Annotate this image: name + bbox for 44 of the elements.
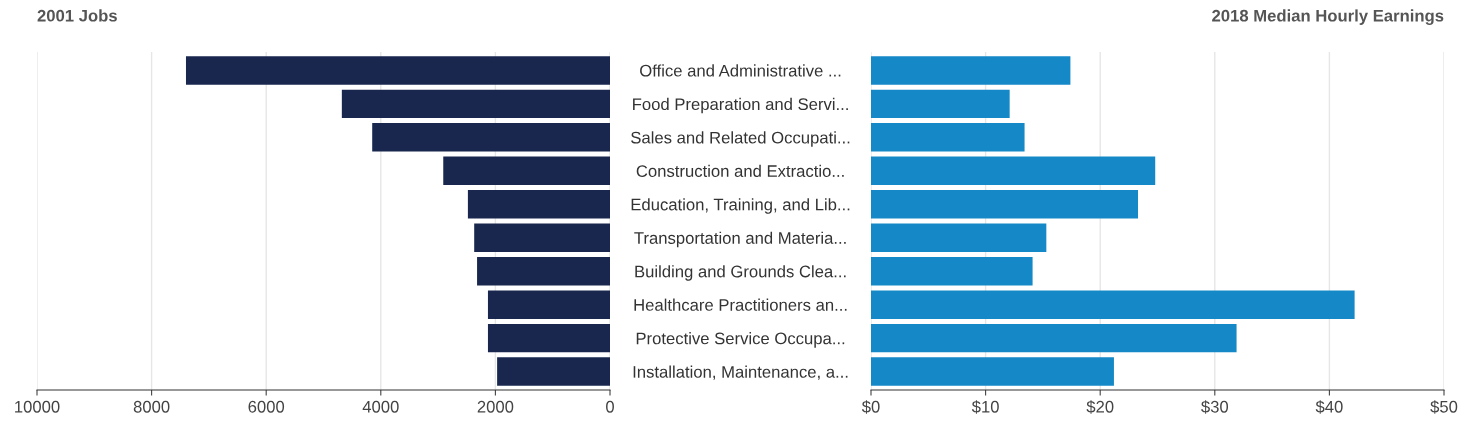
bar (871, 290, 1355, 319)
bar (871, 56, 1071, 85)
chart-title: 2001 Jobs (37, 9, 117, 22)
x-tick-label: 6000 (248, 400, 285, 413)
y-tick-label: Transportation and Materia... (634, 231, 846, 248)
bar (497, 357, 610, 386)
y-tick-label: Protective Service Occupa... (636, 332, 845, 348)
x-tick-label: $30 (1201, 400, 1229, 414)
bar (871, 89, 1010, 119)
bar (871, 256, 1033, 286)
y-tick-label: Building and Grounds Clea... (635, 265, 846, 281)
x-tick-label: 8000 (133, 400, 170, 413)
bar (467, 190, 610, 219)
y-tick-label: Healthcare Practitioners an... (634, 298, 847, 311)
chart-title: 2018 Median Hourly Earnings (1212, 9, 1444, 25)
bar (487, 290, 610, 319)
x-tick-label: $20 (1086, 400, 1114, 414)
x-tick-label: 0 (606, 400, 614, 413)
bar (871, 357, 1114, 386)
y-tick-label: Education, Training, and Lib... (631, 198, 850, 214)
bar (372, 123, 610, 152)
x-tick-label: $10 (971, 400, 999, 414)
x-tick-label: 4000 (362, 400, 399, 413)
bar (443, 156, 610, 186)
bar (871, 223, 1047, 252)
y-tick-label: Sales and Related Occupati... (631, 131, 850, 147)
y-tick-label: Construction and Extractio... (636, 164, 844, 178)
bar (871, 190, 1139, 219)
x-tick-label: 10000 (15, 400, 60, 413)
bar (474, 223, 610, 252)
bar (871, 323, 1237, 353)
x-tick-label: $50 (1430, 400, 1458, 414)
y-tick-label: Food Preparation and Servi... (633, 97, 848, 114)
y-tick-label: Office and Administrative ... (640, 64, 841, 77)
bar (871, 123, 1025, 152)
bar (487, 323, 610, 353)
x-tick-label: 2000 (477, 400, 514, 413)
bar (477, 256, 610, 286)
x-tick-label: $40 (1315, 400, 1343, 414)
bar (185, 56, 610, 85)
bar (341, 89, 610, 119)
bar (871, 156, 1156, 186)
y-tick-label: Installation, Maintenance, a... (633, 365, 848, 380)
x-tick-label: $0 (861, 400, 880, 414)
